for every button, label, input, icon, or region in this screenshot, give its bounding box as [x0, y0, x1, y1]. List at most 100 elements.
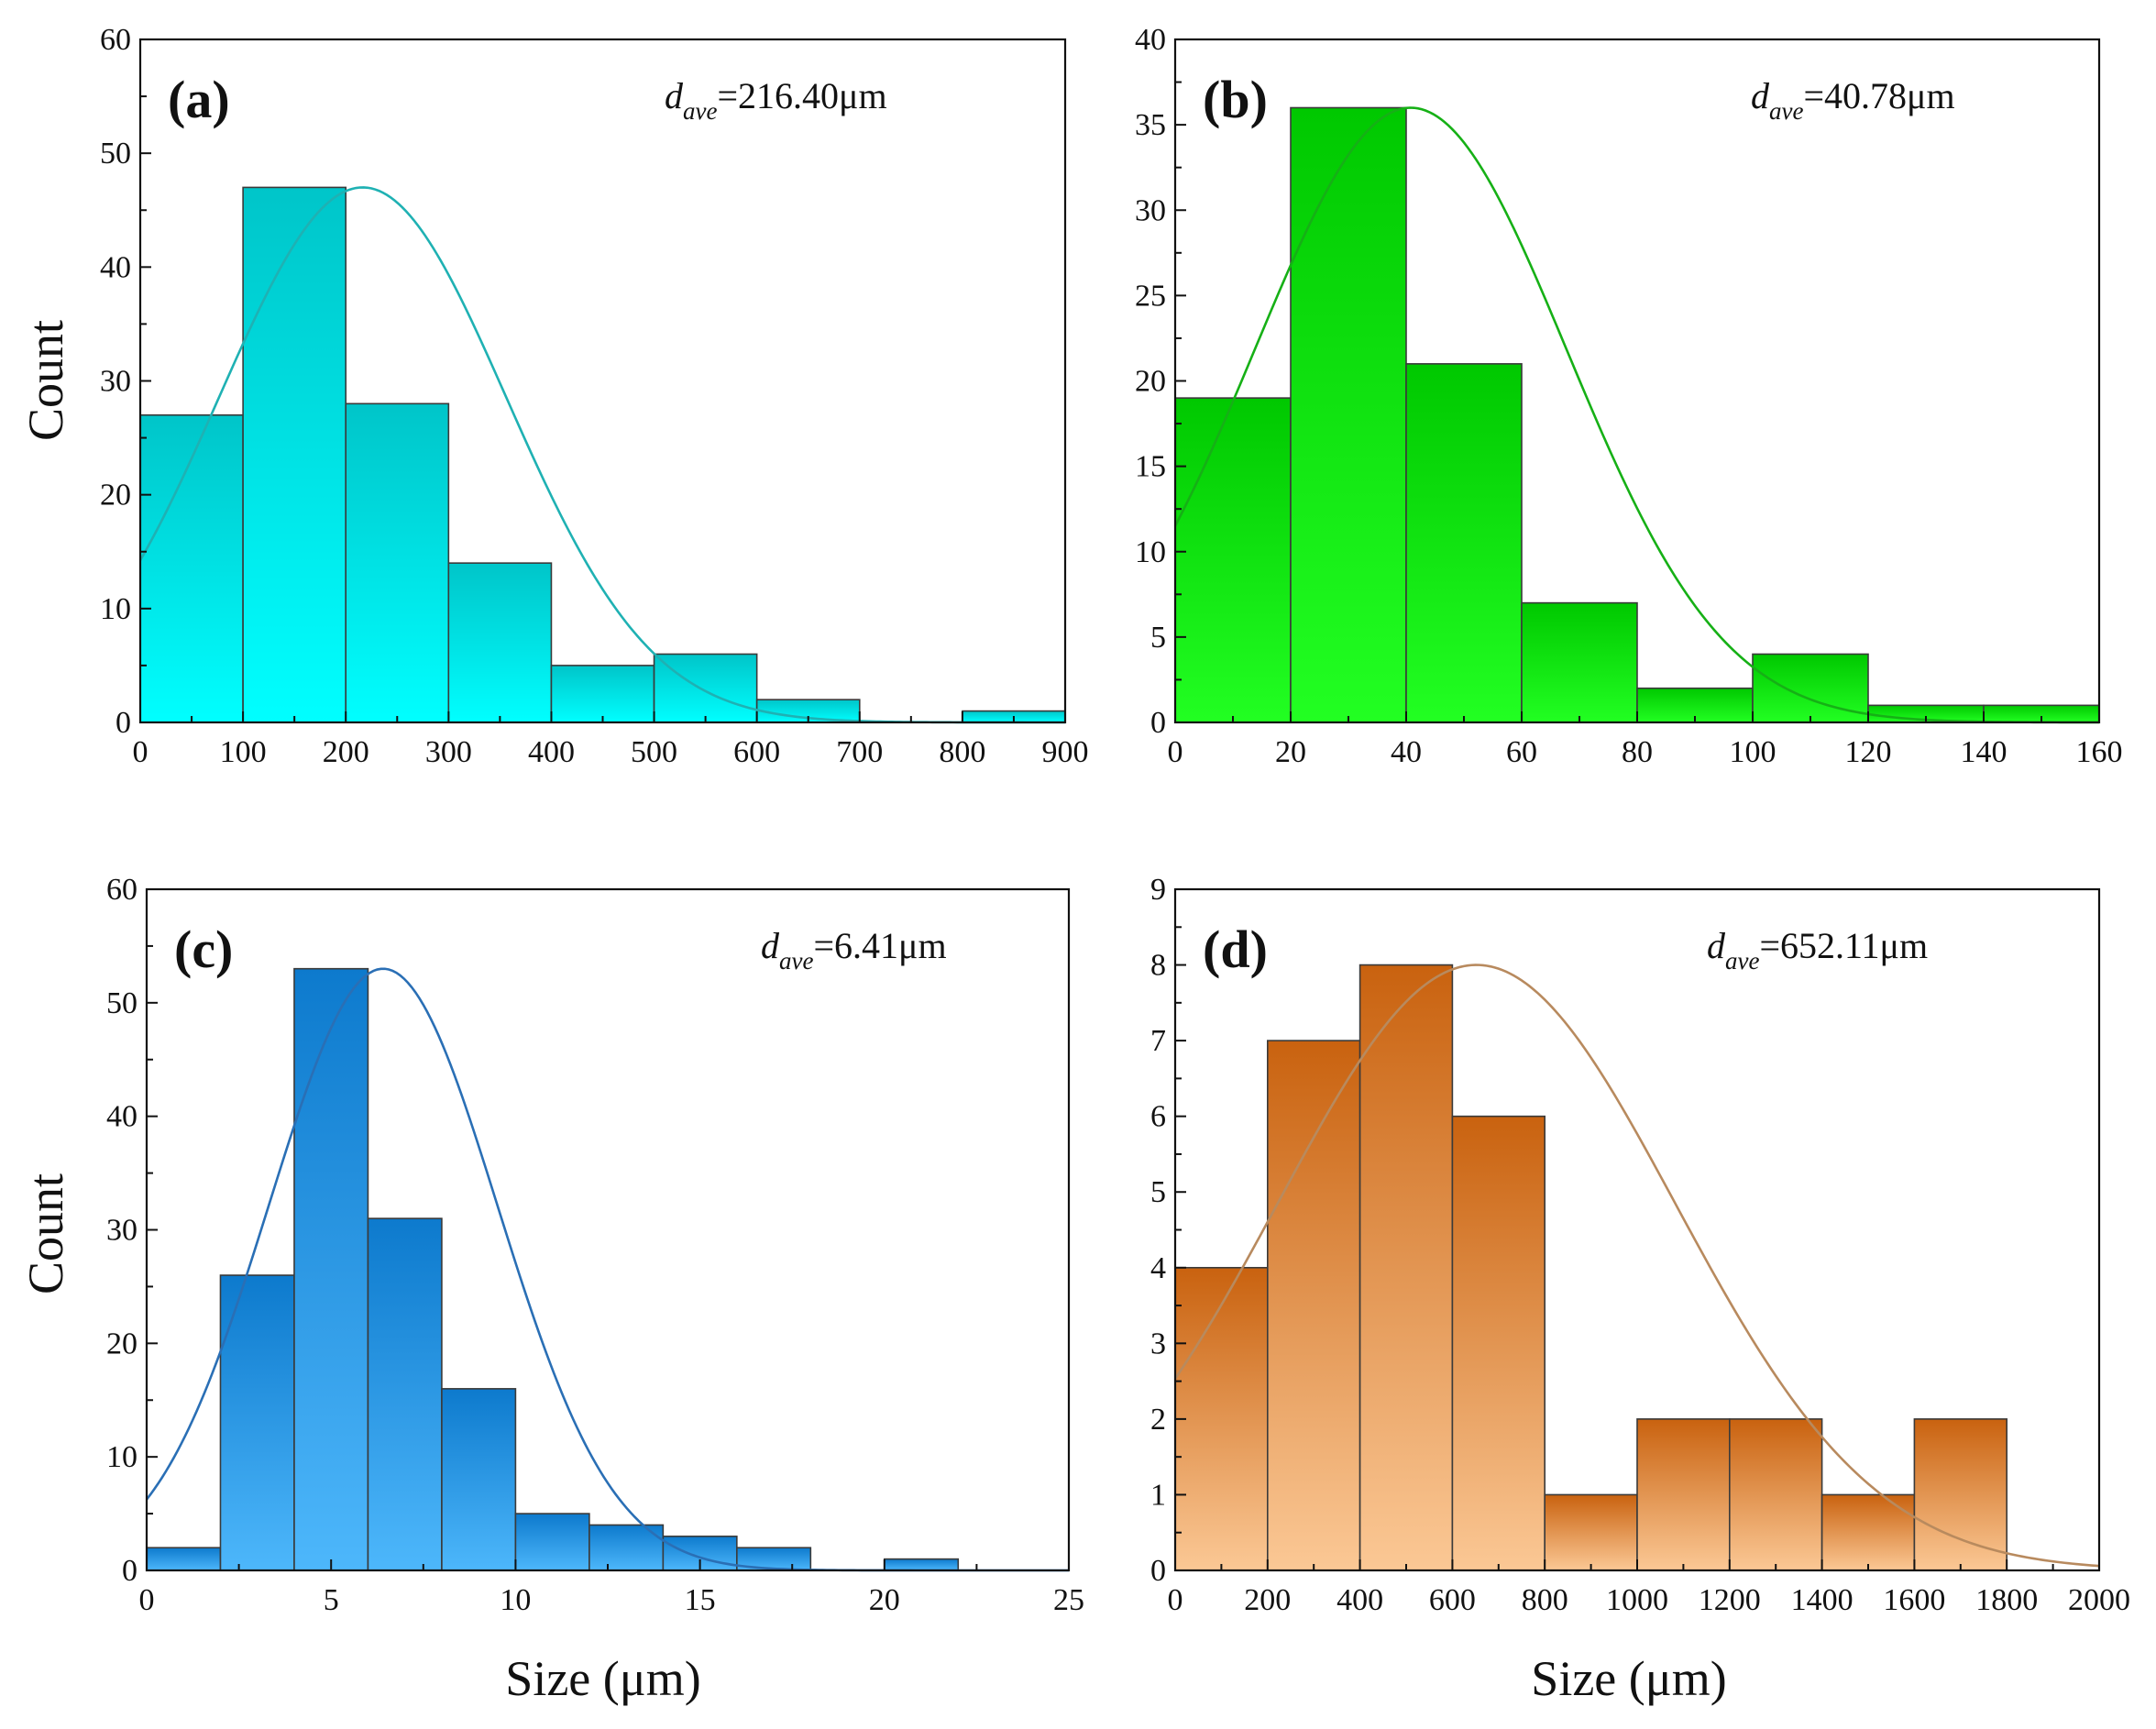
- panel-c: 0 10 20 30 40 50 60 0 5 10 15 20 25 (c) dave=6.41μm: [106, 873, 1084, 1617]
- histogram-bar: [447, 562, 553, 723]
- x-tick-label: 160: [2076, 735, 2123, 769]
- y-tick-label: 30: [100, 365, 131, 399]
- histogram-bar: [1358, 964, 1454, 1571]
- x-tick-label: 140: [1961, 735, 2008, 769]
- histogram-bar: [1451, 1115, 1546, 1571]
- mean-size-annotation: dave=6.41μm: [761, 925, 947, 975]
- y-tick-label: 0: [1150, 706, 1166, 740]
- x-tick-label: 0: [133, 735, 148, 769]
- x-tick-label: 15: [685, 1583, 716, 1617]
- histogram-bar: [293, 967, 369, 1571]
- x-tick-label: 400: [528, 735, 575, 769]
- y-tick-label: 35: [1135, 108, 1166, 142]
- histogram-bar: [242, 186, 347, 723]
- y-tick-label: 8: [1150, 949, 1166, 983]
- y-tick-label: 60: [100, 23, 131, 57]
- mean-size-annotation: dave=216.40μm: [665, 75, 887, 125]
- y-tick-label: 7: [1150, 1024, 1166, 1058]
- histogram-bar: [146, 1547, 222, 1571]
- y-tick-label: 40: [100, 250, 131, 284]
- x-tick-label: 80: [1622, 735, 1653, 769]
- histogram-bar: [1405, 363, 1523, 723]
- y-tick-label: 50: [100, 137, 131, 171]
- y-tick-label: 30: [106, 1214, 138, 1248]
- x-tick-label: 10: [500, 1583, 531, 1617]
- panel-d: 0 1 2 3 4 5 6 7 8 9 0 200 400 600 800 1000 1200 1400 1600 1…: [1150, 873, 2130, 1617]
- x-tick-label: 800: [1522, 1583, 1568, 1617]
- x-tick-label: 600: [1429, 1583, 1476, 1617]
- x-tick-label: 800: [939, 735, 985, 769]
- fit-curve: [1173, 106, 2099, 724]
- histogram-bar: [1820, 1493, 1916, 1571]
- y-tick-label: 60: [106, 873, 138, 907]
- x-tick-label: 400: [1336, 1583, 1383, 1617]
- x-tick-label: 60: [1506, 735, 1537, 769]
- x-tick-label: 700: [836, 735, 883, 769]
- x-tick-label: 1000: [1606, 1583, 1668, 1617]
- y-tick-label: 40: [1135, 23, 1166, 57]
- x-tick-label: 20: [869, 1583, 900, 1617]
- panel-label: (c): [174, 920, 233, 979]
- x-tick-label: 200: [323, 735, 369, 769]
- y-tick-label: 10: [1135, 535, 1166, 569]
- x-tick-label: 900: [1042, 735, 1089, 769]
- y-tick-label: 9: [1150, 873, 1166, 907]
- y-tick-label: 6: [1150, 1100, 1166, 1134]
- x-tick-label: 500: [631, 735, 677, 769]
- histogram-bar: [1174, 1266, 1269, 1571]
- histogram-bar: [1729, 1418, 1823, 1571]
- y-axis-title-top: Count: [18, 320, 73, 441]
- mean-size-annotation: dave=40.78μm: [1751, 75, 1955, 125]
- y-tick-label: 40: [106, 1100, 138, 1134]
- panel-label: (a): [168, 70, 230, 129]
- histogram-bar: [1521, 601, 1638, 723]
- x-tick-label: 600: [733, 735, 780, 769]
- x-tick-label: 100: [1730, 735, 1776, 769]
- x-tick-label: 25: [1053, 1583, 1084, 1617]
- y-tick-label: 15: [1135, 450, 1166, 484]
- x-tick-label: 2000: [2068, 1583, 2130, 1617]
- fit-curve: [1173, 964, 2100, 1568]
- y-tick-label: 3: [1150, 1327, 1166, 1360]
- histogram-bar: [345, 402, 450, 723]
- x-tick-label: 100: [220, 735, 267, 769]
- y-tick-label: 2: [1150, 1403, 1166, 1437]
- x-tick-label: 20: [1275, 735, 1306, 769]
- histogram-bar: [1174, 397, 1292, 723]
- histogram-bar: [1544, 1493, 1638, 1571]
- x-tick-label: 40: [1391, 735, 1422, 769]
- x-tick-label: 1200: [1699, 1583, 1761, 1617]
- panel-label: (d): [1203, 920, 1268, 979]
- histogram-bar: [550, 665, 655, 723]
- x-tick-label: 300: [425, 735, 472, 769]
- y-tick-label: 50: [106, 986, 138, 1020]
- histogram-bar: [1290, 106, 1407, 723]
- histogram-bar: [1636, 1418, 1731, 1571]
- y-tick-label: 5: [1150, 621, 1166, 655]
- histogram-bar: [367, 1217, 443, 1571]
- y-tick-label: 10: [106, 1440, 138, 1474]
- y-tick-label: 0: [1150, 1554, 1166, 1588]
- panel-b: 0 5 10 15 20 25 30 35 40 0 20 40 60 80 100 120 140 160 (b)…: [1135, 23, 2123, 769]
- x-tick-label: 200: [1244, 1583, 1291, 1617]
- y-tick-label: 25: [1135, 279, 1166, 313]
- x-tick-label: 1800: [1975, 1583, 2038, 1617]
- panel-label: (b): [1203, 70, 1268, 129]
- x-tick-label: 0: [1168, 735, 1183, 769]
- mean-size-annotation: dave=652.11μm: [1707, 925, 1928, 975]
- y-axis-title-bottom: Count: [18, 1173, 73, 1294]
- x-tick-label: 120: [1845, 735, 1892, 769]
- histogram-bar: [1913, 1418, 2008, 1571]
- y-tick-label: 0: [116, 706, 131, 740]
- y-tick-label: 0: [122, 1554, 138, 1588]
- y-tick-label: 5: [1150, 1175, 1166, 1209]
- x-tick-label: 1400: [1791, 1583, 1854, 1617]
- y-tick-label: 20: [106, 1327, 138, 1360]
- histogram-bar: [441, 1388, 517, 1571]
- y-tick-label: 20: [1135, 365, 1166, 399]
- histogram-bar: [1267, 1040, 1361, 1571]
- x-tick-label: 5: [324, 1583, 339, 1617]
